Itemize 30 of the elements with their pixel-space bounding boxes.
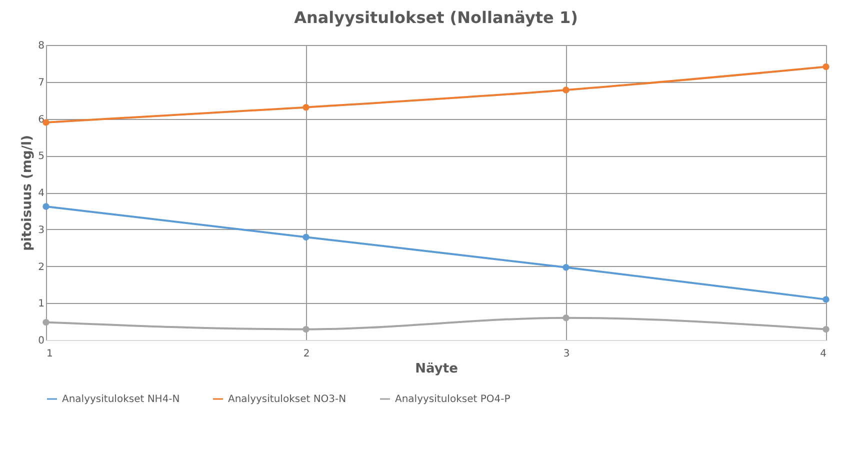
- point: [42, 203, 50, 210]
- y-tick-label: 6: [38, 114, 44, 126]
- x-tick-label: 4: [820, 348, 826, 360]
- legend-label: Analyysitulokset NH4-N: [62, 394, 180, 405]
- y-tick-label: 8: [38, 40, 44, 52]
- y-tick-label: 2: [38, 262, 44, 273]
- point: [302, 326, 310, 333]
- point: [302, 234, 310, 240]
- point: [822, 63, 830, 70]
- point: [562, 314, 570, 322]
- chart-title: Analyysitulokset (Nollanäyte 1): [294, 8, 578, 27]
- point: [822, 326, 830, 333]
- y-tick-label: 3: [38, 224, 44, 236]
- x-tick-label: 1: [46, 348, 53, 360]
- point: [42, 318, 50, 326]
- point: [302, 104, 310, 111]
- point: [822, 296, 830, 303]
- y-tick-label: 1: [38, 298, 44, 310]
- x-tick-label: 3: [563, 348, 570, 360]
- y-axis-title: pitoisuus (mg/l): [20, 135, 36, 251]
- y-tick-label: 0: [38, 336, 44, 346]
- point: [562, 264, 570, 271]
- x-tick-label: 2: [303, 348, 310, 360]
- legend-label: Analyysitulokset NO3-N: [228, 394, 346, 405]
- point: [562, 86, 570, 94]
- y-tick-label: 4: [38, 188, 44, 199]
- y-tick-label: 5: [38, 151, 44, 162]
- x-axis-title: Näyte: [415, 362, 458, 376]
- legend-label: Analyysitulokset PO4-P: [395, 394, 510, 405]
- y-tick-label: 7: [38, 77, 44, 88]
